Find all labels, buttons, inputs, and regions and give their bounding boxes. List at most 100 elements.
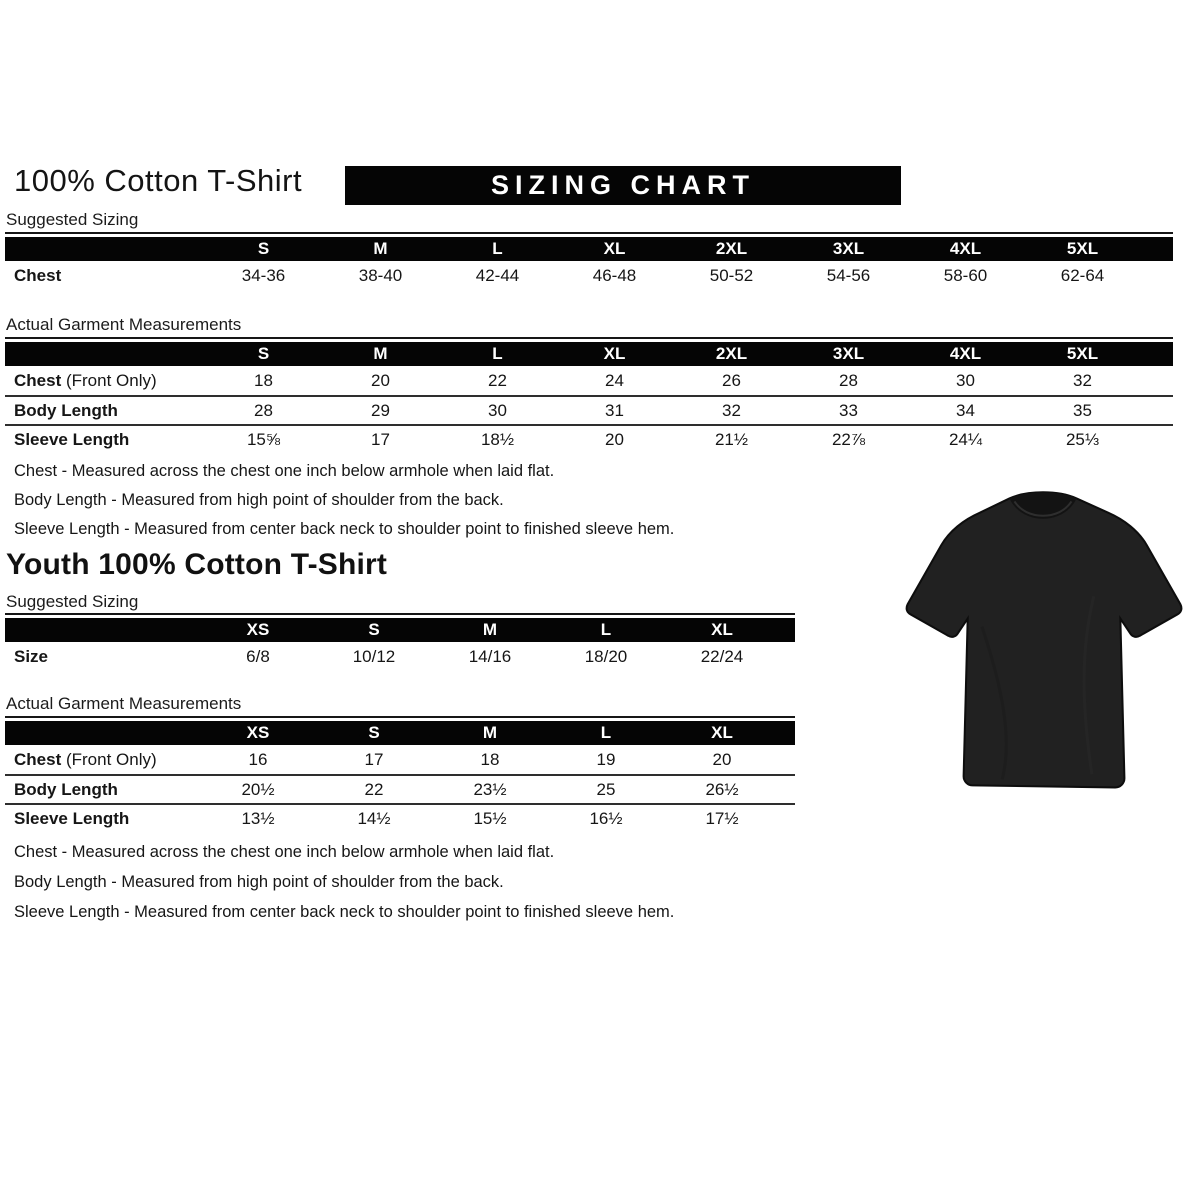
- cell-value: 18: [480, 749, 500, 769]
- table-row: Body Length 28 29 30 31 32 33 34 35: [5, 395, 1173, 424]
- col-header: 4XL: [949, 239, 982, 258]
- col-header: XS: [246, 620, 270, 639]
- row-label-text: Body Length: [14, 400, 118, 420]
- col-header: 5XL: [1066, 344, 1099, 363]
- col-header: M: [373, 344, 388, 363]
- cell-value: 21½: [714, 429, 749, 449]
- cell-value: 19: [596, 749, 616, 769]
- col-header: M: [373, 239, 388, 258]
- youth-section-title: Youth 100% Cotton T-Shirt: [6, 548, 388, 581]
- col-header: XL: [603, 239, 626, 258]
- adult-measurements-table: S M L XL 2XL 3XL 4XL 5XL Chest (Front On…: [5, 337, 1173, 453]
- cell-value: 62-64: [1060, 265, 1105, 285]
- cell-value: 14/16: [468, 646, 512, 666]
- cell-value: 25⅓: [1065, 429, 1100, 449]
- row-label-text: Chest: [14, 749, 62, 769]
- cell-value: 15½: [473, 808, 507, 828]
- cell-value: 14½: [357, 808, 391, 828]
- row-label: Body Length: [5, 780, 200, 800]
- tshirt-image: [905, 491, 1183, 789]
- adult-measurements-label: Actual Garment Measurements: [6, 315, 242, 334]
- col-header: L: [492, 239, 503, 258]
- col-header: XL: [711, 620, 733, 639]
- table-row: Chest (Front Only) 16 17 18 19 20: [5, 745, 795, 774]
- cell-value: 31: [605, 400, 624, 420]
- col-header: S: [368, 620, 380, 639]
- cell-value: 20½: [241, 779, 275, 799]
- tshirt-photo: [890, 474, 1196, 820]
- cell-value: 30: [956, 370, 975, 390]
- col-header: S: [257, 344, 270, 363]
- col-header: S: [368, 723, 380, 742]
- cell-value: 54-56: [826, 265, 871, 285]
- table-header-row: XS S M L XL: [5, 618, 795, 642]
- youth-suggested-sizing-table: XS S M L XL Size 6/8 10/12 14/16 18/20 2…: [5, 613, 795, 671]
- youth-notes: Chest - Measured across the chest one in…: [14, 843, 674, 933]
- cell-value: 24: [605, 370, 624, 390]
- cell-value: 18: [254, 370, 273, 390]
- cell-value: 17: [371, 429, 390, 449]
- cell-value: 22⅞: [831, 429, 866, 449]
- row-label: Sleeve Length: [5, 809, 200, 829]
- col-header: 3XL: [832, 239, 865, 258]
- cell-value: 34-36: [241, 265, 286, 285]
- table-row: Sleeve Length 15⅝ 17 18½ 20 21½ 22⅞ 24¼ …: [5, 424, 1173, 453]
- cell-value: 28: [254, 400, 273, 420]
- row-label-suffix: (Front Only): [61, 370, 157, 390]
- cell-value: 17: [364, 749, 384, 769]
- row-label-text: Chest: [14, 370, 62, 390]
- cell-value: 20: [712, 749, 732, 769]
- cell-value: 29: [371, 400, 390, 420]
- col-header: XL: [603, 344, 626, 363]
- cell-value: 46-48: [592, 265, 637, 285]
- row-label: Chest (Front Only): [5, 371, 205, 391]
- cell-value: 17½: [705, 808, 739, 828]
- row-label-text: Chest: [14, 265, 62, 285]
- note-line: Chest - Measured across the chest one in…: [14, 843, 555, 861]
- row-label: Size: [5, 647, 200, 667]
- row-label-text: Sleeve Length: [14, 429, 130, 449]
- cell-value: 24¼: [948, 429, 983, 449]
- row-label-suffix: (Front Only): [61, 749, 157, 769]
- cell-value: 23½: [473, 779, 507, 799]
- col-header: M: [482, 620, 498, 639]
- row-label-text: Body Length: [14, 779, 118, 799]
- sizing-chart-banner-text: SIZING CHART: [491, 170, 755, 200]
- col-header: 4XL: [949, 344, 982, 363]
- adult-notes: Chest - Measured across the chest one in…: [14, 462, 674, 549]
- cell-value: 16½: [589, 808, 623, 828]
- cell-value: 22: [364, 779, 384, 799]
- col-header: M: [482, 723, 498, 742]
- note-line: Chest - Measured across the chest one in…: [14, 462, 555, 480]
- col-header: L: [492, 344, 503, 363]
- note-line: Body Length - Measured from high point o…: [14, 873, 504, 891]
- cell-value: 15⅝: [246, 429, 281, 449]
- table-row: Chest (Front Only) 18 20 22 24 26 28 30 …: [5, 366, 1173, 395]
- cell-value: 6/8: [246, 646, 270, 666]
- cell-value: 16: [248, 749, 268, 769]
- adult-section-title: 100% Cotton T-Shirt: [14, 163, 303, 198]
- cell-value: 32: [722, 400, 741, 420]
- col-header: 3XL: [832, 344, 865, 363]
- cell-value: 58-60: [943, 265, 988, 285]
- table-row: Chest 34-36 38-40 42-44 46-48 50-52 54-5…: [5, 261, 1173, 290]
- cell-value: 10/12: [352, 646, 396, 666]
- cell-value: 34: [956, 400, 975, 420]
- cell-value: 22/24: [700, 646, 744, 666]
- col-header: 5XL: [1066, 239, 1099, 258]
- cell-value: 30: [488, 400, 507, 420]
- adult-suggested-sizing-table: S M L XL 2XL 3XL 4XL 5XL Chest 34-36 38-…: [5, 232, 1173, 290]
- row-label: Chest (Front Only): [5, 750, 200, 770]
- cell-value: 28: [839, 370, 858, 390]
- table-header-row: S M L XL 2XL 3XL 4XL 5XL: [5, 237, 1173, 261]
- col-header: L: [600, 620, 612, 639]
- row-label: Body Length: [5, 401, 205, 421]
- col-header: XS: [246, 723, 270, 742]
- cell-value: 33: [839, 400, 858, 420]
- cell-value: 35: [1073, 400, 1092, 420]
- table-row: Body Length 20½ 22 23½ 25 26½: [5, 774, 795, 803]
- youth-measurements-label: Actual Garment Measurements: [6, 694, 242, 713]
- cell-value: 32: [1073, 370, 1092, 390]
- table-row: Sleeve Length 13½ 14½ 15½ 16½ 17½: [5, 803, 795, 832]
- cell-value: 20: [371, 370, 390, 390]
